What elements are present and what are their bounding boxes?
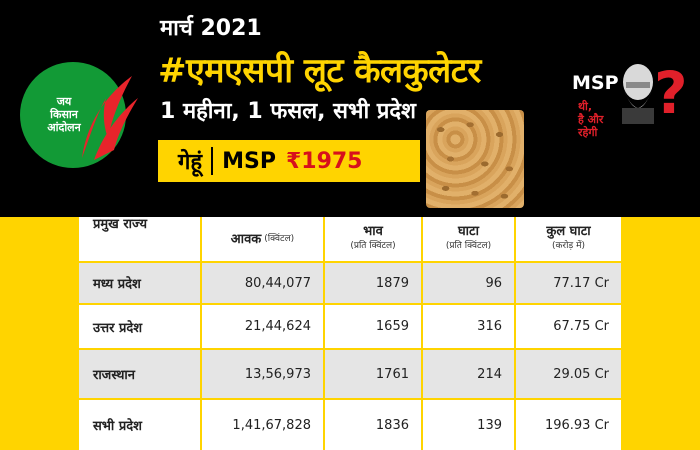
header-price-unit: (प्रति क्विंटल) — [350, 241, 396, 251]
badge-line-2: है और — [578, 113, 604, 126]
header-arrival-unit: (क्विंटल) — [264, 233, 295, 244]
header-total-unit: (करोड़ में) — [551, 241, 585, 251]
logo-line-3: आंदोलन — [47, 121, 81, 134]
msp-slogan-badge: MSP थी, है और रहेगी ? — [570, 60, 692, 156]
row-2-loss: 316 — [423, 305, 514, 348]
badge-line-1: थी, — [578, 100, 593, 113]
row-4-loss: 139 — [423, 400, 514, 450]
row-2-total: 67.75 Cr — [516, 305, 621, 348]
header-loss-unit: (प्रति क्विंटल) — [445, 241, 492, 251]
portrait-icon — [622, 64, 654, 124]
header-price-label: भाव — [363, 224, 383, 239]
wheat-grains-image — [426, 110, 524, 208]
header-loss-label: घाटा — [458, 224, 479, 239]
row-3-total: 29.05 Cr — [516, 350, 621, 398]
row-4-state: सभी प्रदेश — [79, 400, 200, 450]
page-subtitle: 1 महीना, 1 फसल, सभी प्रदेश — [160, 99, 417, 124]
loss-table: प्रमुख राज्य आवक (क्विंटल) भाव (प्रति क्… — [79, 217, 621, 450]
header-arrival: आवक (क्विंटल) — [202, 217, 323, 261]
row-3-arrival: 13,56,973 — [202, 350, 323, 398]
month-label: मार्च 2021 — [160, 16, 262, 41]
row-1-total: 77.17 Cr — [516, 263, 621, 303]
divider — [211, 147, 214, 175]
header-loss: घाटा (प्रति क्विंटल) — [423, 217, 514, 261]
row-4-price: 1836 — [325, 400, 421, 450]
leaf-swoosh-icon — [82, 76, 138, 160]
header-price: भाव (प्रति क्विंटल) — [325, 217, 421, 261]
badge-slogan: थी, है और रहेगी — [578, 100, 630, 139]
logo-line-2: किसान — [50, 108, 78, 121]
logo-line-1: जय — [56, 95, 72, 108]
question-mark-icon: ? — [654, 59, 688, 127]
page-title: #एमएसपी लूट कैलकुलेटर — [158, 51, 481, 91]
row-1-loss: 96 — [423, 263, 514, 303]
row-3-state: राजस्थान — [79, 350, 200, 398]
msp-bar: गेहूं MSP ₹1975 — [158, 140, 420, 182]
logo-text: जय किसान आंदोलन — [20, 95, 108, 134]
row-3-loss: 214 — [423, 350, 514, 398]
badge-msp-text: MSP — [572, 72, 619, 94]
row-1-price: 1879 — [325, 263, 421, 303]
badge-line-3: रहेगी — [578, 126, 598, 139]
header-total-label: कुल घाटा — [546, 224, 591, 239]
header-arrival-label: आवक — [230, 231, 262, 247]
msp-label: MSP — [222, 148, 276, 174]
row-1-arrival: 80,44,077 — [202, 263, 323, 303]
header-state: प्रमुख राज्य — [79, 217, 200, 261]
row-3-price: 1761 — [325, 350, 421, 398]
row-1-state: मध्य प्रदेश — [79, 263, 200, 303]
header-state-label: प्रमुख राज्य — [93, 217, 147, 232]
row-2-state: उत्तर प्रदेश — [79, 305, 200, 348]
row-2-arrival: 21,44,624 — [202, 305, 323, 348]
header-total: कुल घाटा (करोड़ में) — [516, 217, 621, 261]
row-4-total: 196.93 Cr — [516, 400, 621, 450]
header-banner: जय किसान आंदोलन मार्च 2021 #एमएसपी लूट क… — [0, 0, 700, 217]
msp-value: ₹1975 — [285, 148, 363, 174]
row-2-price: 1659 — [325, 305, 421, 348]
jai-kisan-andolan-logo: जय किसान आंदोलन — [20, 62, 138, 168]
row-4-arrival: 1,41,67,828 — [202, 400, 323, 450]
crop-name: गेहूं — [178, 150, 203, 175]
